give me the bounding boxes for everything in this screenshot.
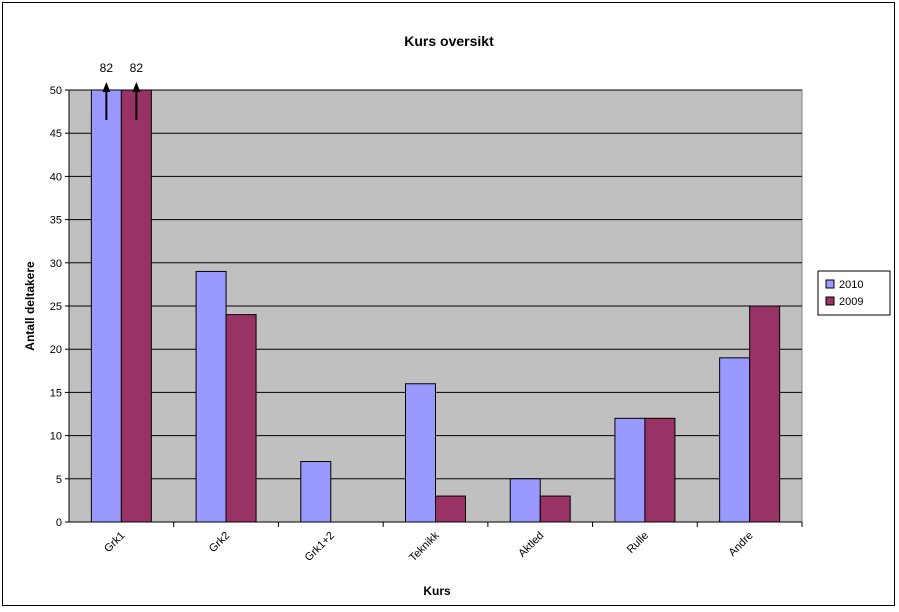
- plot-area: 0 5 10 15 20 25 30 35 40 45 50 Grk1 Grk2 Grk1+2 Teknik…: [50, 61, 803, 564]
- y-tick-label: 15: [50, 387, 62, 399]
- overflow-arrow-head: [102, 82, 111, 92]
- y-axis-label: Antall deltakere: [23, 261, 37, 351]
- bar-2009-Aktled: [539, 495, 571, 523]
- legend: 2010 2009: [817, 270, 891, 316]
- bar-2010-Grk1+2: [300, 461, 332, 523]
- x-tick-label: Grk1+2: [303, 530, 337, 564]
- x-tick-label: Grk2: [207, 530, 232, 555]
- bar-2010-Rulle: [614, 417, 646, 523]
- bar-2009-Grk1: [120, 89, 152, 523]
- legend-box: [817, 270, 891, 316]
- chart-title: Kurs oversikt: [404, 33, 494, 49]
- legend-swatch: [825, 279, 835, 289]
- y-tick-label: 50: [50, 85, 62, 97]
- y-tick-label: 10: [50, 431, 62, 443]
- x-axis-label: Kurs: [423, 584, 451, 598]
- bar-2010-Andre: [719, 357, 751, 523]
- bar-2009-Grk2: [225, 314, 257, 523]
- legend-label: 2009: [839, 296, 863, 308]
- bar-2010-Grk1: [90, 89, 122, 523]
- y-tick-label: 35: [50, 215, 62, 227]
- overflow-arrow-head: [132, 82, 141, 92]
- x-tick-label: Andre: [727, 530, 756, 559]
- bar-2010-Grk2: [195, 270, 227, 523]
- data-label: 82: [130, 61, 144, 75]
- x-tick-label: Aktled: [516, 530, 546, 560]
- bar-chart: Kurs oversikt Antall deltakere Kurs 0 5 10…: [23, 33, 891, 598]
- legend-label: 2010: [839, 279, 863, 291]
- bar-2010-Aktled: [509, 478, 541, 523]
- data-label: 82: [100, 61, 114, 75]
- y-tick-label: 40: [50, 171, 62, 183]
- x-tick-label: Teknikk: [407, 529, 442, 564]
- y-tick-label: 30: [50, 258, 62, 270]
- bar-2009-Teknikk: [435, 495, 466, 523]
- y-tick-label: 25: [50, 301, 62, 313]
- bar-2009-Rulle: [644, 417, 676, 523]
- y-tick-label: 0: [56, 517, 62, 529]
- x-tick-label: Rulle: [625, 530, 651, 556]
- y-tick-label: 5: [56, 474, 62, 486]
- legend-swatch: [825, 296, 835, 306]
- y-tick-label: 45: [50, 128, 62, 140]
- bar-2009-Andre: [749, 305, 781, 523]
- y-tick-label: 20: [50, 344, 62, 356]
- x-tick-label: Grk1: [102, 530, 127, 555]
- bar-2010-Teknikk: [405, 383, 436, 523]
